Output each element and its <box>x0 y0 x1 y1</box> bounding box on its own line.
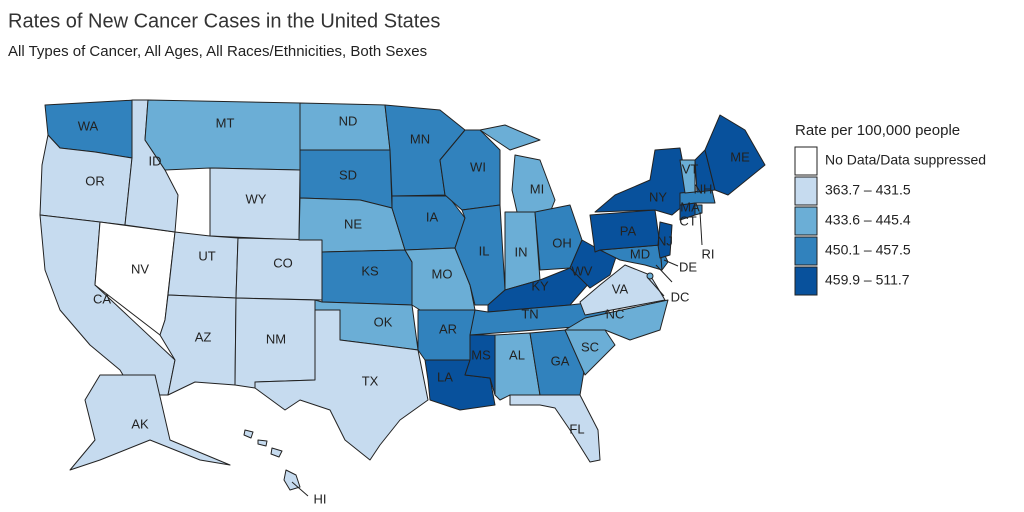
state <box>564 299 669 341</box>
leader-line <box>647 277 665 297</box>
state-label: TN <box>521 306 538 321</box>
state-label: MO <box>432 266 453 281</box>
state-label: WI <box>470 159 486 174</box>
state-label: MI <box>530 181 544 196</box>
legend-label: 459.9 – 511.7 <box>825 272 910 288</box>
state <box>167 231 239 299</box>
state <box>454 204 506 306</box>
state <box>254 309 429 461</box>
state <box>159 294 237 396</box>
state-label: MT <box>216 115 235 130</box>
state-label: NH <box>694 181 713 196</box>
state-label: UT <box>198 248 215 263</box>
state-label: AR <box>439 321 457 336</box>
state-label: AL <box>509 347 525 362</box>
leader-line <box>663 259 679 267</box>
state-label: CA <box>93 291 111 306</box>
state-label: NY <box>649 189 667 204</box>
state-label: HI <box>314 491 327 506</box>
state-label: WA <box>78 118 99 133</box>
state-label: VA <box>612 281 629 296</box>
state-label: WV <box>572 263 593 278</box>
state-label: PA <box>620 223 637 238</box>
state-label: MA <box>680 199 700 214</box>
state-label: OK <box>374 314 393 329</box>
leader-line <box>699 211 703 246</box>
state-label: TX <box>362 373 379 388</box>
state-label: OR <box>85 173 105 188</box>
state-label: MN <box>410 131 430 146</box>
legend-title: Rate per 100,000 people <box>795 122 960 139</box>
state-label: GA <box>551 353 570 368</box>
state-label: DC <box>671 289 690 304</box>
state-label: MD <box>630 246 650 261</box>
states <box>39 99 766 491</box>
state <box>144 99 301 171</box>
state-label: DE <box>679 259 697 274</box>
legend-label: 450.1 – 457.5 <box>825 242 911 258</box>
state-label: NE <box>344 216 362 231</box>
state-label: ND <box>339 113 358 128</box>
state-label: KY <box>531 278 549 293</box>
state-label: WY <box>246 191 267 206</box>
state-label: NM <box>266 331 286 346</box>
state <box>509 394 601 463</box>
state <box>529 329 586 396</box>
legend-swatch <box>794 176 818 206</box>
state <box>69 374 231 471</box>
state-label: CT <box>679 213 696 228</box>
state-labels: WA OR CA NV ID MT WY UT CO AZ NM ND SD NE KS OK TX MN IA MO… <box>78 113 750 506</box>
state-label: NC <box>606 306 625 321</box>
state-label: ID <box>149 153 162 168</box>
state-label: SC <box>581 339 599 354</box>
state <box>657 221 673 259</box>
state <box>439 129 501 211</box>
state <box>243 429 301 491</box>
state-label: NV <box>131 261 149 276</box>
title: Rates of New Cancer Cases in the United … <box>8 10 440 32</box>
state-label: MS <box>471 347 491 362</box>
state <box>704 114 766 196</box>
state-label: FL <box>569 421 584 436</box>
state <box>679 159 696 194</box>
legend-label: No Data/Data suppressed <box>825 152 986 168</box>
legend-label: 433.6 – 445.4 <box>825 212 911 228</box>
state-label: ME <box>730 149 750 164</box>
state-label: KS <box>361 263 379 278</box>
state-label: IN <box>515 244 528 259</box>
subtitle: All Types of Cancer, All Ages, All Races… <box>8 43 427 60</box>
leader-line <box>655 264 673 283</box>
legend-swatch <box>794 146 818 176</box>
state-label: AZ <box>195 329 212 344</box>
leader-lines <box>291 211 703 497</box>
state-label: CO <box>273 255 293 270</box>
state-label: SD <box>339 167 357 182</box>
state-label: VT <box>682 161 699 176</box>
legend-swatch <box>794 266 818 296</box>
state <box>594 147 691 216</box>
legend-label: 363.7 – 431.5 <box>825 182 911 198</box>
state-label: NJ <box>657 233 673 248</box>
legend: No Data/Data suppressed 363.7 – 431.5 433.… <box>794 146 986 296</box>
legend-swatch <box>794 206 818 236</box>
state-label: IL <box>479 243 490 258</box>
state-label: RI <box>702 246 715 261</box>
state-label: AK <box>131 416 149 431</box>
legend-swatch <box>794 236 818 266</box>
state-label: OH <box>552 235 572 250</box>
leader-line <box>291 481 309 497</box>
state-label: IA <box>426 209 439 224</box>
state-label: LA <box>437 369 453 384</box>
